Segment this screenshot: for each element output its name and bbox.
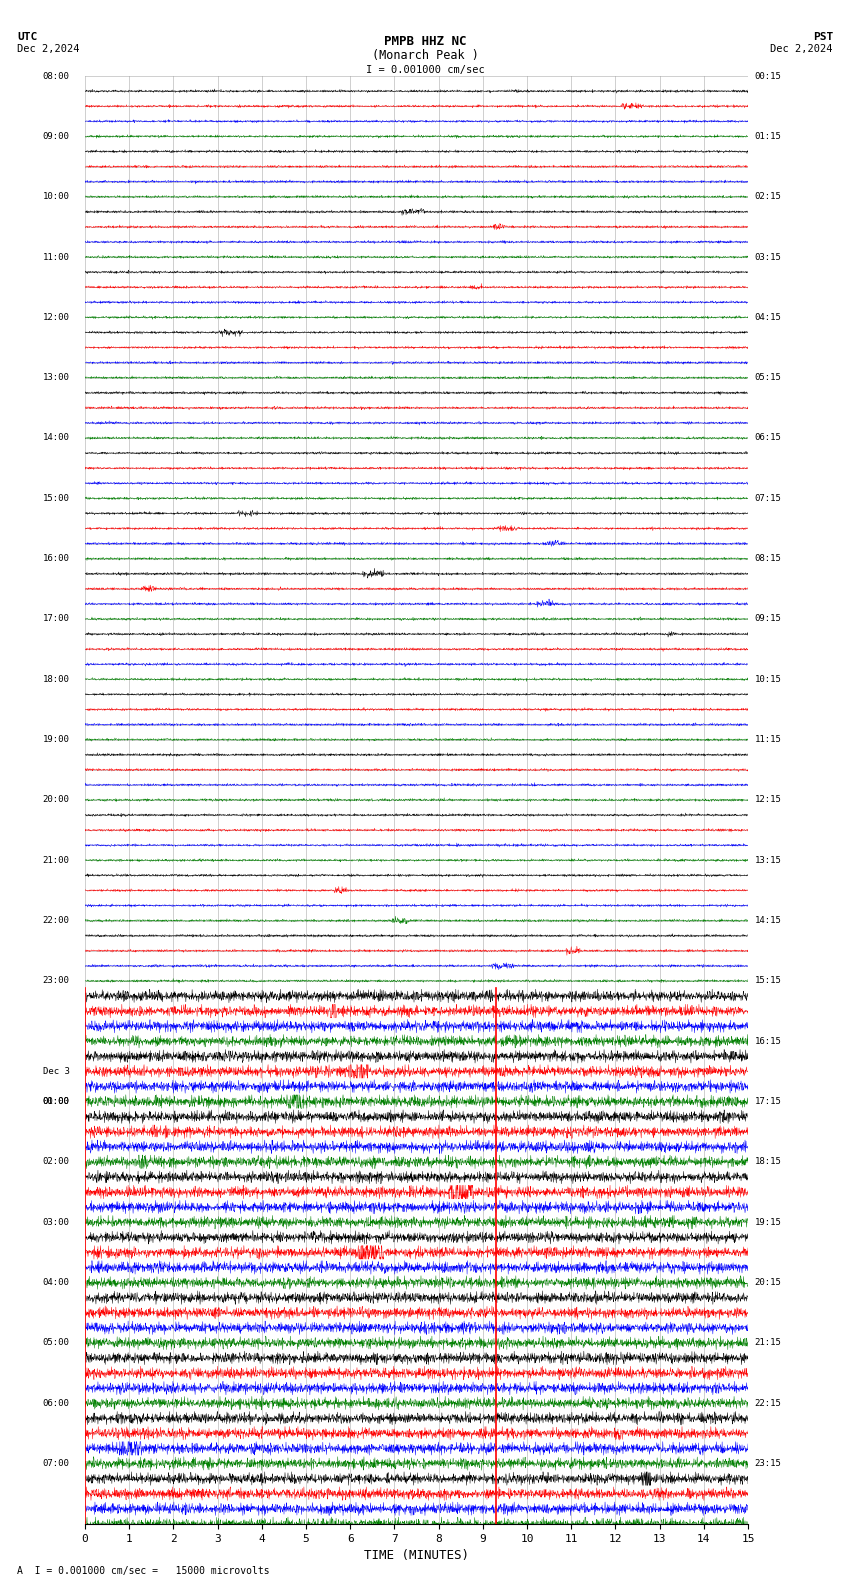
- Text: 09:15: 09:15: [755, 615, 781, 624]
- Text: 01:15: 01:15: [755, 131, 781, 141]
- Text: 12:15: 12:15: [755, 795, 781, 805]
- Text: 17:00: 17:00: [42, 615, 70, 624]
- Text: 14:15: 14:15: [755, 916, 781, 925]
- Text: A  I = 0.001000 cm/sec =   15000 microvolts: A I = 0.001000 cm/sec = 15000 microvolts: [17, 1567, 269, 1576]
- Text: 06:00: 06:00: [42, 1399, 70, 1408]
- Text: 11:00: 11:00: [42, 252, 70, 261]
- Text: (Monarch Peak ): (Monarch Peak ): [371, 49, 479, 62]
- Text: 06:15: 06:15: [755, 434, 781, 442]
- Text: PMPB HHZ NC: PMPB HHZ NC: [383, 35, 467, 48]
- Text: 13:00: 13:00: [42, 374, 70, 382]
- Text: 04:00: 04:00: [42, 1278, 70, 1288]
- Text: 16:15: 16:15: [755, 1036, 781, 1045]
- Text: 14:00: 14:00: [42, 434, 70, 442]
- Text: 20:00: 20:00: [42, 795, 70, 805]
- Text: 22:00: 22:00: [42, 916, 70, 925]
- Text: 07:00: 07:00: [42, 1459, 70, 1468]
- Text: 17:15: 17:15: [755, 1098, 781, 1106]
- Text: 11:15: 11:15: [755, 735, 781, 744]
- Text: 02:15: 02:15: [755, 192, 781, 201]
- Text: 13:15: 13:15: [755, 855, 781, 865]
- Text: 09:00: 09:00: [42, 131, 70, 141]
- Text: 03:15: 03:15: [755, 252, 781, 261]
- Text: 12:00: 12:00: [42, 312, 70, 322]
- X-axis label: TIME (MINUTES): TIME (MINUTES): [364, 1549, 469, 1562]
- Text: 00:15: 00:15: [755, 71, 781, 81]
- Text: UTC: UTC: [17, 32, 37, 41]
- Text: 18:15: 18:15: [755, 1158, 781, 1166]
- Text: Dec 3: Dec 3: [42, 1068, 70, 1076]
- Text: 21:15: 21:15: [755, 1338, 781, 1348]
- Text: 15:00: 15:00: [42, 494, 70, 502]
- Text: 08:15: 08:15: [755, 554, 781, 564]
- Text: 10:15: 10:15: [755, 675, 781, 684]
- Text: 15:15: 15:15: [755, 976, 781, 985]
- Text: Dec 2,2024: Dec 2,2024: [17, 44, 80, 54]
- Text: 05:00: 05:00: [42, 1338, 70, 1348]
- Text: Dec 2,2024: Dec 2,2024: [770, 44, 833, 54]
- Text: 02:00: 02:00: [42, 1158, 70, 1166]
- Text: 10:00: 10:00: [42, 192, 70, 201]
- Text: 23:15: 23:15: [755, 1459, 781, 1468]
- Text: 05:15: 05:15: [755, 374, 781, 382]
- Text: 19:00: 19:00: [42, 735, 70, 744]
- Text: 23:00: 23:00: [42, 976, 70, 985]
- Text: 00:00: 00:00: [42, 1098, 70, 1106]
- Text: 18:00: 18:00: [42, 675, 70, 684]
- Text: 03:00: 03:00: [42, 1218, 70, 1226]
- Text: 08:00: 08:00: [42, 71, 70, 81]
- Text: I = 0.001000 cm/sec: I = 0.001000 cm/sec: [366, 65, 484, 74]
- Text: 01:00: 01:00: [42, 1098, 70, 1106]
- Text: 16:00: 16:00: [42, 554, 70, 564]
- Text: 20:15: 20:15: [755, 1278, 781, 1288]
- Text: PST: PST: [813, 32, 833, 41]
- Text: 19:15: 19:15: [755, 1218, 781, 1226]
- Text: 04:15: 04:15: [755, 312, 781, 322]
- Text: 07:15: 07:15: [755, 494, 781, 502]
- Text: 21:00: 21:00: [42, 855, 70, 865]
- Text: 22:15: 22:15: [755, 1399, 781, 1408]
